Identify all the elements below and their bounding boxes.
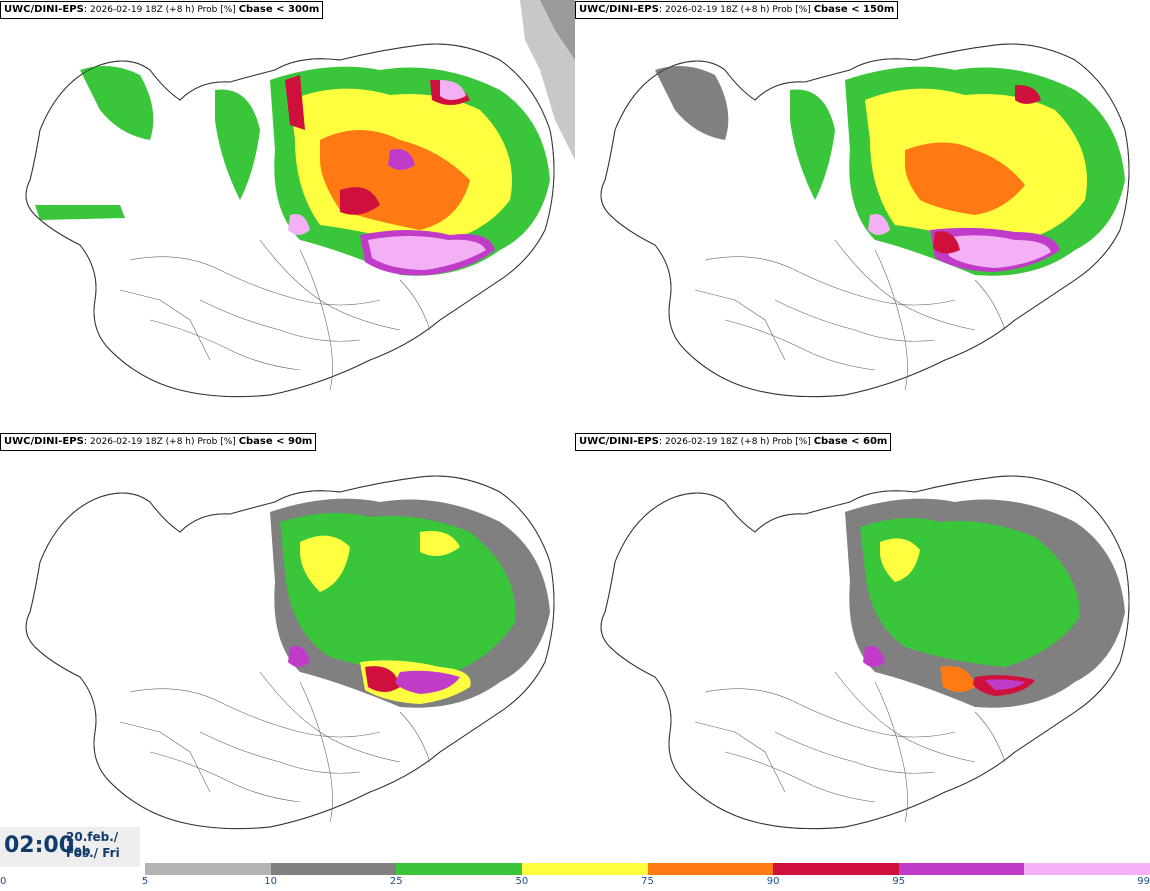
panel-title: UWC/DINI-EPS: 2026-02-19 18Z (+8 h) Prob… — [575, 1, 899, 19]
colorbar-segment — [1024, 863, 1150, 875]
map-panel-150m: UWC/DINI-EPS: 2026-02-19 18Z (+8 h) Prob… — [575, 0, 1150, 430]
colorbar-segment — [396, 863, 522, 875]
colorbar-segment — [647, 863, 774, 875]
iceland-probability-map — [25, 0, 575, 398]
valid-date-line1: 20.feb./ Feb — [66, 830, 119, 858]
iceland-probability-map — [25, 475, 555, 830]
colorbar-segment — [270, 863, 397, 875]
colorbar-segment — [145, 863, 271, 875]
colorbar-tick-label: 5 — [141, 876, 149, 887]
colorbar-tick-label: 90 — [766, 876, 780, 887]
colorbar-segment — [521, 863, 648, 875]
colorbar-segment — [898, 863, 1025, 875]
colorbar-tick-label: 99 — [1137, 876, 1150, 887]
valid-date-line2: Fös./ Fri — [66, 846, 120, 860]
map-panel-60m: UWC/DINI-EPS: 2026-02-19 18Z (+8 h) Prob… — [575, 432, 1150, 862]
colorbar-tick-label: 10 — [264, 876, 277, 887]
probability-shading — [35, 0, 575, 276]
probability-shading — [845, 498, 1125, 708]
probability-shading — [655, 66, 1125, 276]
panel-title: UWC/DINI-EPS: 2026-02-19 18Z (+8 h) Prob… — [575, 433, 892, 451]
colorbar-tick-label: 0 — [0, 876, 7, 887]
valid-time-box: 02:00 20.feb./ Feb Fös./ Fri — [0, 827, 140, 867]
colorbar-tick-label: 50 — [515, 876, 529, 887]
iceland-probability-map — [600, 475, 1130, 830]
colorbar-tick-label: 95 — [892, 876, 906, 887]
colorbar-segment — [773, 863, 899, 875]
colorbar-tick-label: 75 — [641, 876, 654, 887]
panel-title: UWC/DINI-EPS: 2026-02-19 18Z (+8 h) Prob… — [0, 1, 324, 19]
probability-colorbar — [145, 863, 1150, 875]
panel-title: UWC/DINI-EPS: 2026-02-19 18Z (+8 h) Prob… — [0, 433, 317, 451]
valid-time-clock: 02:00 — [4, 833, 75, 858]
map-panel-90m: UWC/DINI-EPS: 2026-02-19 18Z (+8 h) Prob… — [0, 432, 575, 862]
probability-shading — [270, 498, 550, 708]
colorbar-tick-label: 25 — [389, 876, 403, 887]
iceland-probability-map — [600, 43, 1130, 398]
map-panel-300m: UWC/DINI-EPS: 2026-02-19 18Z (+8 h) Prob… — [0, 0, 575, 430]
